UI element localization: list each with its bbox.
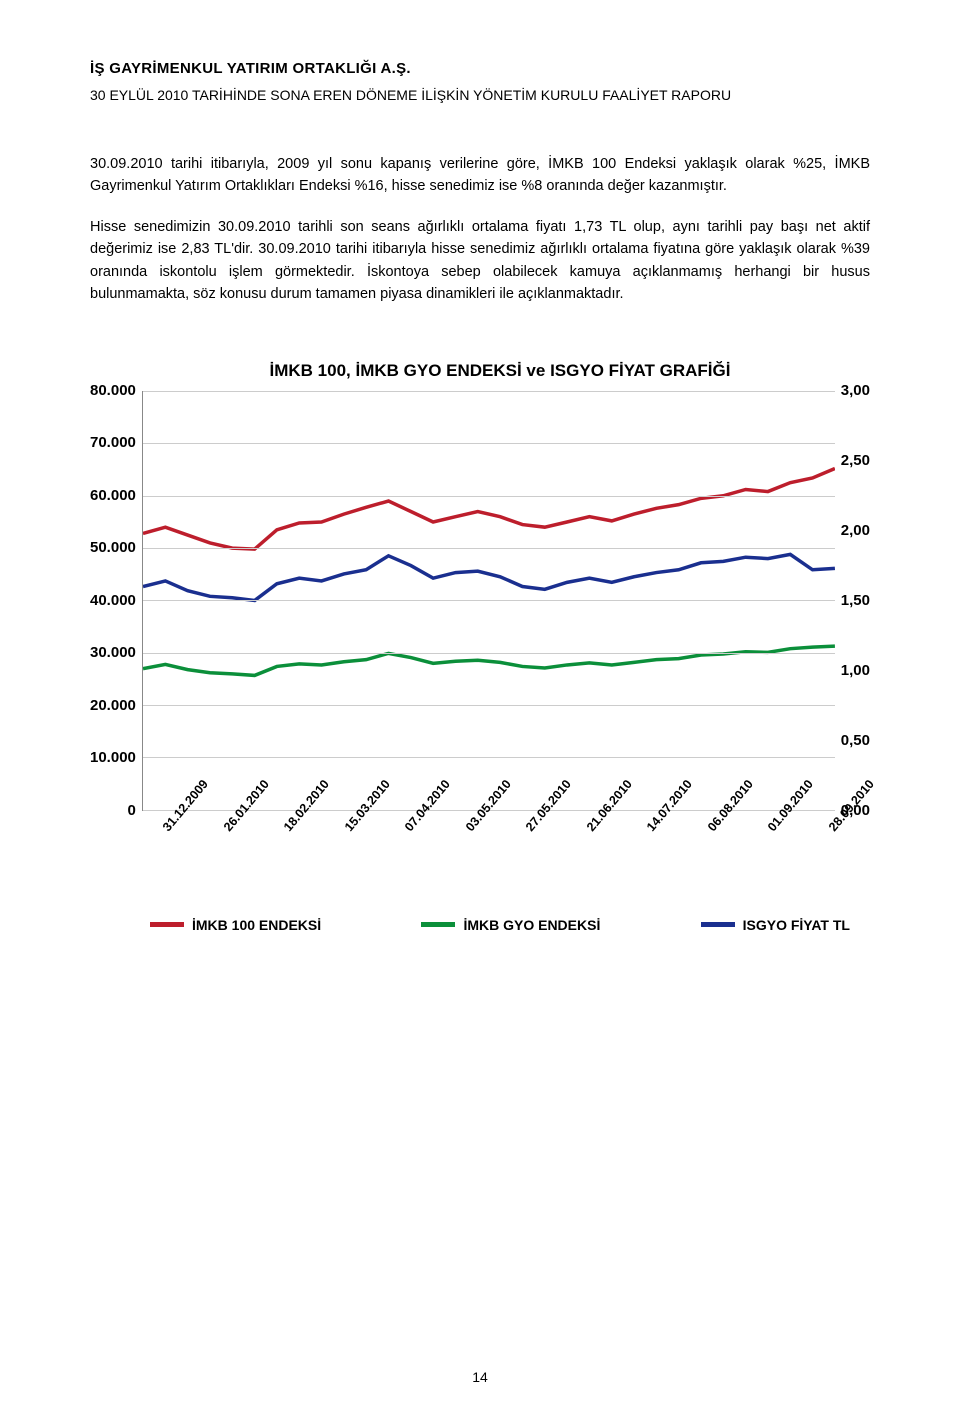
grid-line xyxy=(143,600,835,601)
legend-label: İMKB 100 ENDEKSİ xyxy=(192,917,321,933)
x-tick: 31.12.2009 xyxy=(160,817,228,876)
plot-region xyxy=(142,391,835,811)
x-axis: 31.12.200926.01.201018.02.201015.03.2010… xyxy=(152,817,828,897)
y-axis-right: 3,002,502,001,501,000,500,00 xyxy=(835,391,870,811)
company-title: İŞ GAYRİMENKUL YATIRIM ORTAKLIĞI A.Ş. xyxy=(90,60,870,77)
grid-line xyxy=(143,496,835,497)
legend-item: İMKB GYO ENDEKSİ xyxy=(421,917,600,933)
legend-label: İMKB GYO ENDEKSİ xyxy=(463,917,600,933)
grid-line xyxy=(143,443,835,444)
grid-line xyxy=(143,653,835,654)
report-subtitle: 30 EYLÜL 2010 TARİHİNDE SONA EREN DÖNEME… xyxy=(90,87,870,103)
paragraph-1: 30.09.2010 tarihi itibarıyla, 2009 yıl s… xyxy=(90,153,870,198)
x-tick: 07.04.2010 xyxy=(402,817,470,876)
grid-line xyxy=(143,757,835,758)
x-tick: 15.03.2010 xyxy=(342,817,410,876)
x-tick: 14.07.2010 xyxy=(644,817,712,876)
chart-legend: İMKB 100 ENDEKSİ İMKB GYO ENDEKSİ ISGYO Fİ… xyxy=(150,917,850,933)
x-tick: 03.05.2010 xyxy=(463,817,531,876)
chart-title: İMKB 100, İMKB GYO ENDEKSİ ve ISGYO FİYA… xyxy=(130,361,870,381)
legend-item: İMKB 100 ENDEKSİ xyxy=(150,917,321,933)
grid-line xyxy=(143,391,835,392)
grid-line xyxy=(143,548,835,549)
x-tick: 18.02.2010 xyxy=(281,817,349,876)
y-axis-left: 80.00070.00060.00050.00040.00030.00020.0… xyxy=(90,391,142,811)
x-tick: 01.09.2010 xyxy=(765,817,833,876)
legend-swatch xyxy=(421,922,455,927)
grid-line xyxy=(143,705,835,706)
legend-swatch xyxy=(701,922,735,927)
x-tick: 26.01.2010 xyxy=(221,817,289,876)
x-tick: 28.09.2010 xyxy=(826,817,894,876)
legend-item: ISGYO FİYAT TL xyxy=(701,917,850,933)
chart-container: İMKB 100, İMKB GYO ENDEKSİ ve ISGYO FİYA… xyxy=(90,361,870,933)
chart-plot-area: 80.00070.00060.00050.00040.00030.00020.0… xyxy=(90,391,870,811)
series-line xyxy=(143,554,835,600)
series-line xyxy=(143,468,835,549)
page-number: 14 xyxy=(0,1369,960,1385)
series-line xyxy=(143,646,835,675)
x-tick: 27.05.2010 xyxy=(523,817,591,876)
legend-swatch xyxy=(150,922,184,927)
legend-label: ISGYO FİYAT TL xyxy=(743,917,850,933)
paragraph-2: Hisse senedimizin 30.09.2010 tarihli son… xyxy=(90,216,870,306)
x-tick: 21.06.2010 xyxy=(584,817,652,876)
x-tick: 06.08.2010 xyxy=(705,817,773,876)
